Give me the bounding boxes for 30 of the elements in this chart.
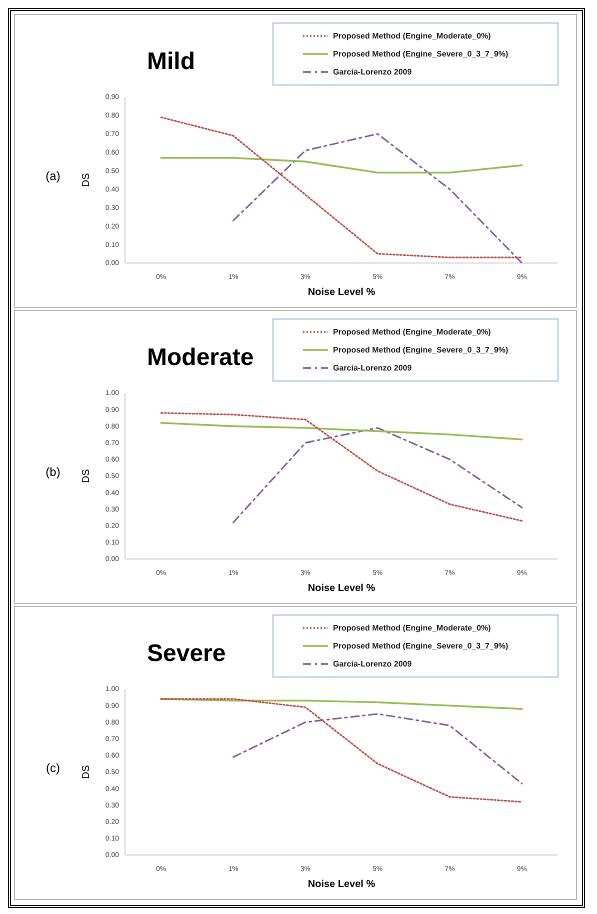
legend-label: Proposed Method (Engine_Moderate_0%) (333, 32, 492, 41)
chart-title: Severe (147, 640, 226, 667)
legend-label: Garcia-Lorenzo 2009 (333, 364, 412, 373)
line-series (160, 156, 523, 174)
y-axis-title: DS (81, 172, 92, 187)
text: (a) (46, 169, 60, 183)
y-axis-title: DS (81, 468, 92, 483)
line-series (160, 422, 523, 440)
y-axis-title: DS (81, 764, 92, 779)
text: (b) (46, 465, 60, 479)
line-series (232, 713, 523, 784)
line-series (160, 116, 523, 258)
legend-label: Proposed Method (Engine_Moderate_0%) (333, 328, 492, 337)
line-series (232, 133, 523, 264)
legend-label: Garcia-Lorenzo 2009 (333, 660, 412, 669)
legend-label: Proposed Method (Engine_Moderate_0%) (333, 624, 492, 633)
legend-label: Garcia-Lorenzo 2009 (333, 68, 412, 77)
legend-label: Proposed Method (Engine_Severe_0_3_7_9%) (333, 346, 509, 355)
chart-title: Mild (147, 48, 195, 75)
line-series (160, 698, 523, 803)
text: (c) (46, 761, 60, 775)
line-series (160, 698, 523, 710)
x-axis-title: Noise Level % (308, 879, 376, 890)
legend-label: Proposed Method (Engine_Severe_0_3_7_9%) (333, 642, 509, 651)
legend-label: Proposed Method (Engine_Severe_0_3_7_9%) (333, 50, 509, 59)
x-axis-title: Noise Level % (308, 287, 376, 298)
chart-title: Moderate (147, 344, 254, 371)
x-axis-title: Noise Level % (308, 583, 376, 594)
line-series (232, 427, 523, 524)
line-series (160, 412, 523, 522)
